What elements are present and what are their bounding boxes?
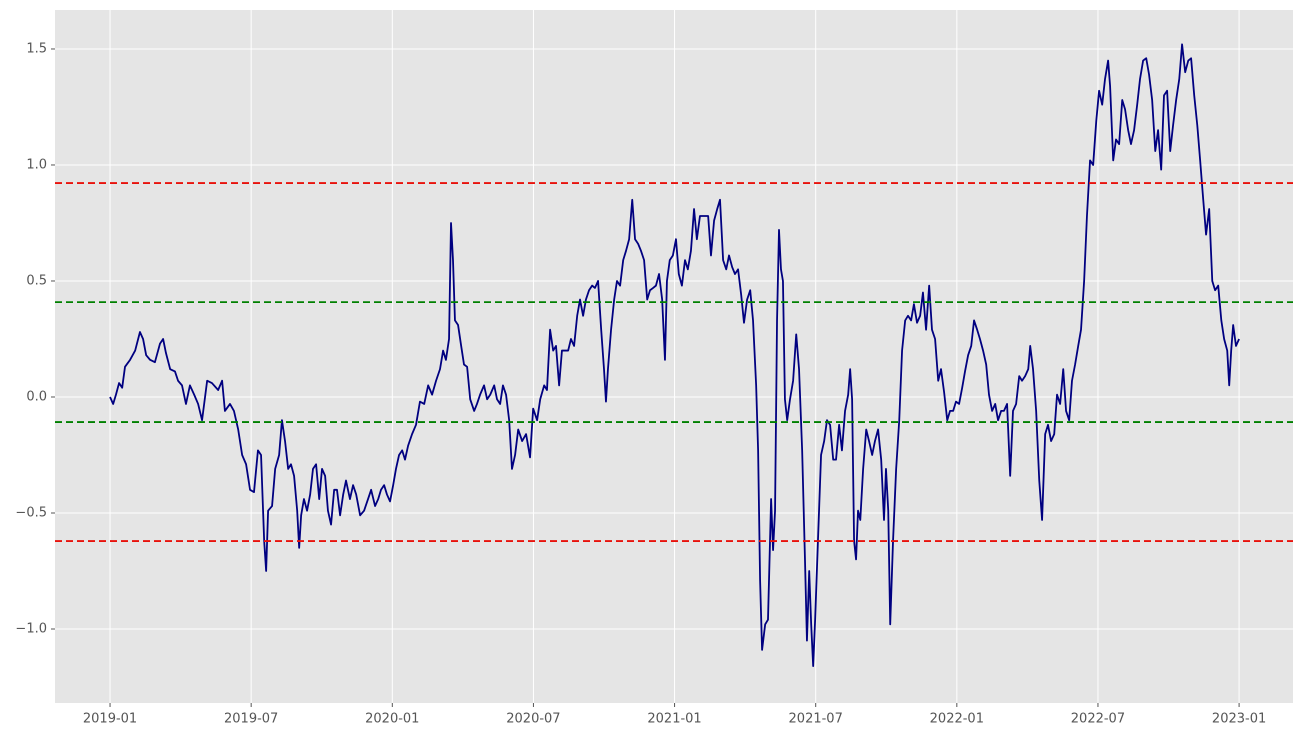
x-tick-label: 2021-07 (789, 712, 843, 727)
y-tick-label: 1.0 (26, 157, 47, 172)
y-tick-label: 0.5 (26, 273, 47, 288)
plot-area (55, 10, 1293, 703)
data-line (109, 43, 1240, 668)
x-tick-label: 2020-07 (506, 712, 560, 727)
x-tick-label: 2022-07 (1071, 712, 1125, 727)
x-tick-label: 2023-01 (1212, 712, 1266, 727)
x-tick-label: 2022-01 (930, 712, 984, 727)
y-tick-label: −1.0 (15, 621, 47, 636)
y-tick-label: −0.5 (15, 505, 47, 520)
x-tick-label: 2019-01 (83, 712, 137, 727)
x-tick-label: 2020-01 (365, 712, 419, 727)
x-tick-label: 2021-01 (647, 712, 701, 727)
y-tick-label: 1.5 (26, 41, 47, 56)
x-tick-label: 2019-07 (224, 712, 278, 727)
y-tick-label: 0.0 (26, 389, 47, 404)
